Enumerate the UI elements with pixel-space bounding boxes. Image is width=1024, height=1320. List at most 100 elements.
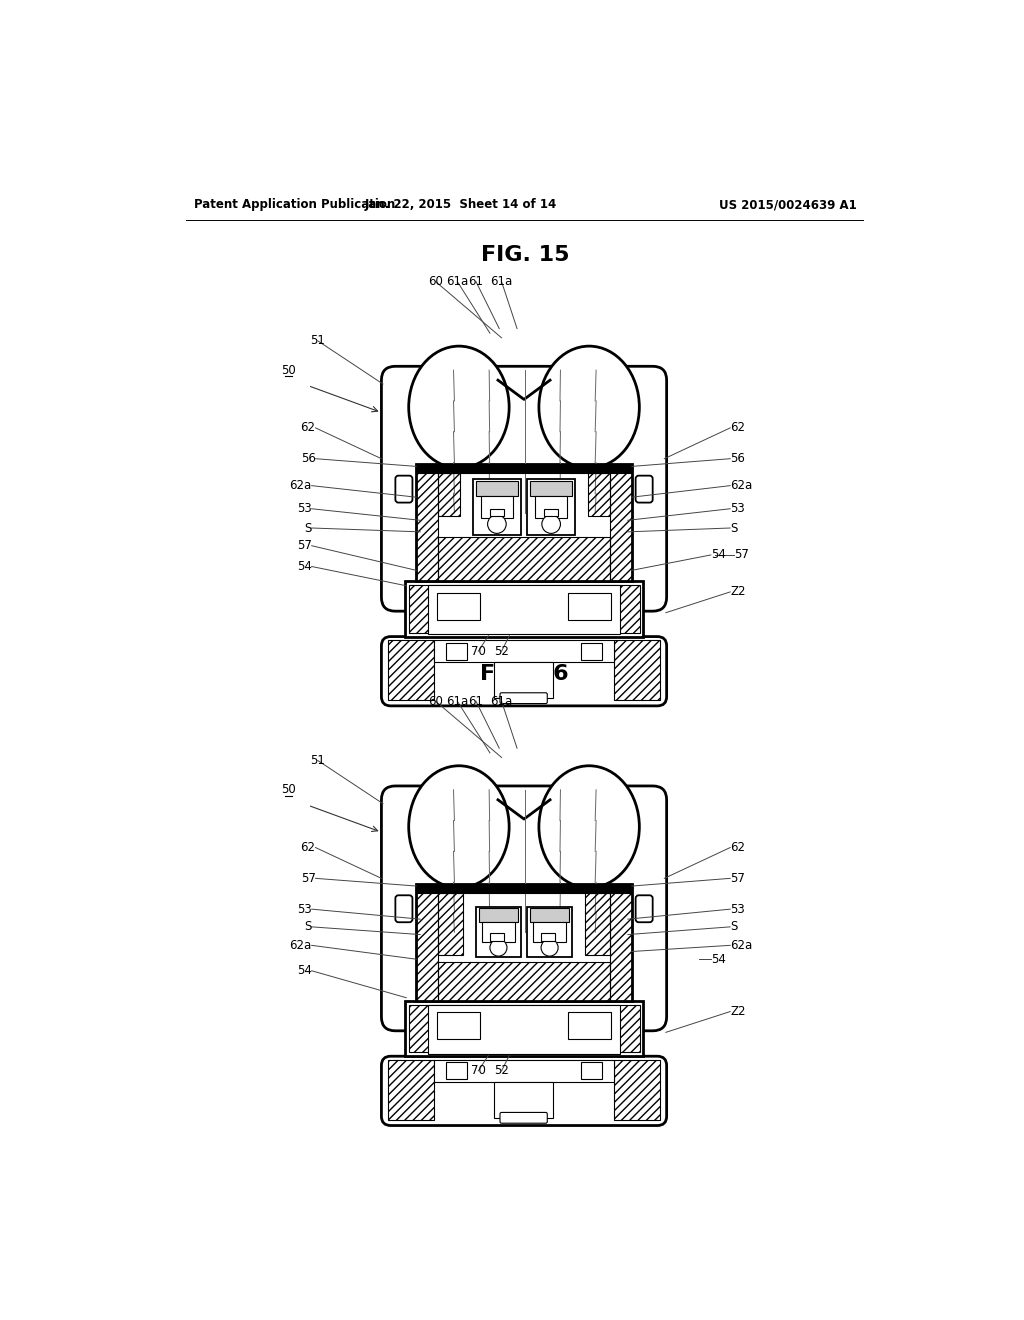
Circle shape <box>489 939 507 956</box>
Circle shape <box>541 939 558 956</box>
Text: 52: 52 <box>495 644 509 657</box>
Bar <box>434 1060 614 1081</box>
Bar <box>610 465 632 581</box>
Bar <box>494 1081 554 1118</box>
Bar <box>530 908 569 923</box>
Bar <box>541 933 555 941</box>
Bar <box>437 1012 480 1039</box>
Text: Z2: Z2 <box>730 1005 745 1018</box>
Bar <box>473 479 521 535</box>
Text: 57: 57 <box>301 871 315 884</box>
Text: 61: 61 <box>468 275 483 288</box>
Ellipse shape <box>409 346 509 469</box>
Bar <box>417 884 632 1001</box>
Circle shape <box>487 515 506 533</box>
FancyBboxPatch shape <box>381 636 667 706</box>
FancyBboxPatch shape <box>381 367 667 611</box>
Bar <box>614 1060 660 1121</box>
Bar <box>438 892 463 954</box>
Text: 56: 56 <box>730 453 745 465</box>
Text: 54: 54 <box>711 953 726 966</box>
Bar <box>438 474 460 516</box>
Text: 62: 62 <box>730 421 745 434</box>
FancyBboxPatch shape <box>395 895 413 923</box>
Text: 53: 53 <box>730 502 744 515</box>
Text: 62a: 62a <box>730 479 753 492</box>
Bar <box>445 643 467 660</box>
Bar <box>482 923 515 942</box>
Bar <box>438 537 610 581</box>
Text: 62a: 62a <box>730 939 753 952</box>
Text: 51: 51 <box>310 334 326 347</box>
Bar <box>437 593 480 619</box>
Text: 60: 60 <box>428 275 443 288</box>
FancyBboxPatch shape <box>636 895 652 923</box>
Bar <box>388 640 434 701</box>
Bar <box>417 884 632 892</box>
Text: 61a: 61a <box>490 275 513 288</box>
Bar <box>417 465 632 581</box>
Bar <box>527 479 575 535</box>
Text: 70: 70 <box>471 1064 485 1077</box>
Ellipse shape <box>539 346 639 469</box>
Text: 56: 56 <box>301 453 315 465</box>
Bar <box>530 480 572 496</box>
Text: 62a: 62a <box>290 479 311 492</box>
Bar <box>417 465 438 581</box>
FancyBboxPatch shape <box>636 475 652 503</box>
Bar <box>581 643 602 660</box>
Text: S: S <box>304 521 311 535</box>
FancyBboxPatch shape <box>381 785 667 1031</box>
Text: Z2: Z2 <box>730 585 745 598</box>
Bar <box>589 474 610 516</box>
Bar <box>409 585 640 632</box>
FancyBboxPatch shape <box>500 1113 547 1123</box>
Text: S: S <box>730 521 737 535</box>
Text: 61: 61 <box>468 694 483 708</box>
Bar <box>445 1063 467 1080</box>
Bar <box>434 640 614 663</box>
Bar <box>476 907 521 957</box>
Text: US 2015/0024639 A1: US 2015/0024639 A1 <box>719 198 856 211</box>
Circle shape <box>542 515 560 533</box>
Bar <box>489 508 504 516</box>
Bar <box>476 480 518 496</box>
Bar <box>581 1063 602 1080</box>
Bar <box>417 884 438 1001</box>
Bar <box>544 508 558 516</box>
Text: FIG. 15: FIG. 15 <box>480 244 569 264</box>
Text: 53: 53 <box>730 903 744 916</box>
Text: 57: 57 <box>734 548 749 561</box>
Bar <box>480 496 513 517</box>
Text: 54: 54 <box>297 560 311 573</box>
Text: 50: 50 <box>281 363 296 376</box>
Bar <box>428 1005 621 1053</box>
Bar <box>479 908 518 923</box>
Text: 50: 50 <box>281 783 296 796</box>
Bar <box>494 663 554 698</box>
Text: S: S <box>730 920 737 933</box>
Text: 54: 54 <box>711 548 726 561</box>
Bar <box>527 907 572 957</box>
Bar <box>428 585 621 635</box>
Text: 61a: 61a <box>490 694 513 708</box>
Text: 62: 62 <box>301 841 315 854</box>
FancyBboxPatch shape <box>395 475 413 503</box>
Text: 57: 57 <box>730 871 745 884</box>
Bar <box>568 1012 611 1039</box>
Text: 62: 62 <box>301 421 315 434</box>
Text: 70: 70 <box>471 644 485 657</box>
Text: 61a: 61a <box>446 694 469 708</box>
FancyBboxPatch shape <box>500 693 547 704</box>
Bar <box>409 1005 640 1052</box>
Bar <box>388 1060 434 1121</box>
Bar <box>438 962 610 1001</box>
Text: 52: 52 <box>495 1064 509 1077</box>
Bar <box>614 640 660 701</box>
Text: FIG. 16: FIG. 16 <box>480 664 569 684</box>
Text: 51: 51 <box>310 754 326 767</box>
Text: Jan. 22, 2015  Sheet 14 of 14: Jan. 22, 2015 Sheet 14 of 14 <box>366 198 557 211</box>
Text: 54: 54 <box>297 964 311 977</box>
Text: 61a: 61a <box>446 275 469 288</box>
FancyBboxPatch shape <box>381 1056 667 1126</box>
